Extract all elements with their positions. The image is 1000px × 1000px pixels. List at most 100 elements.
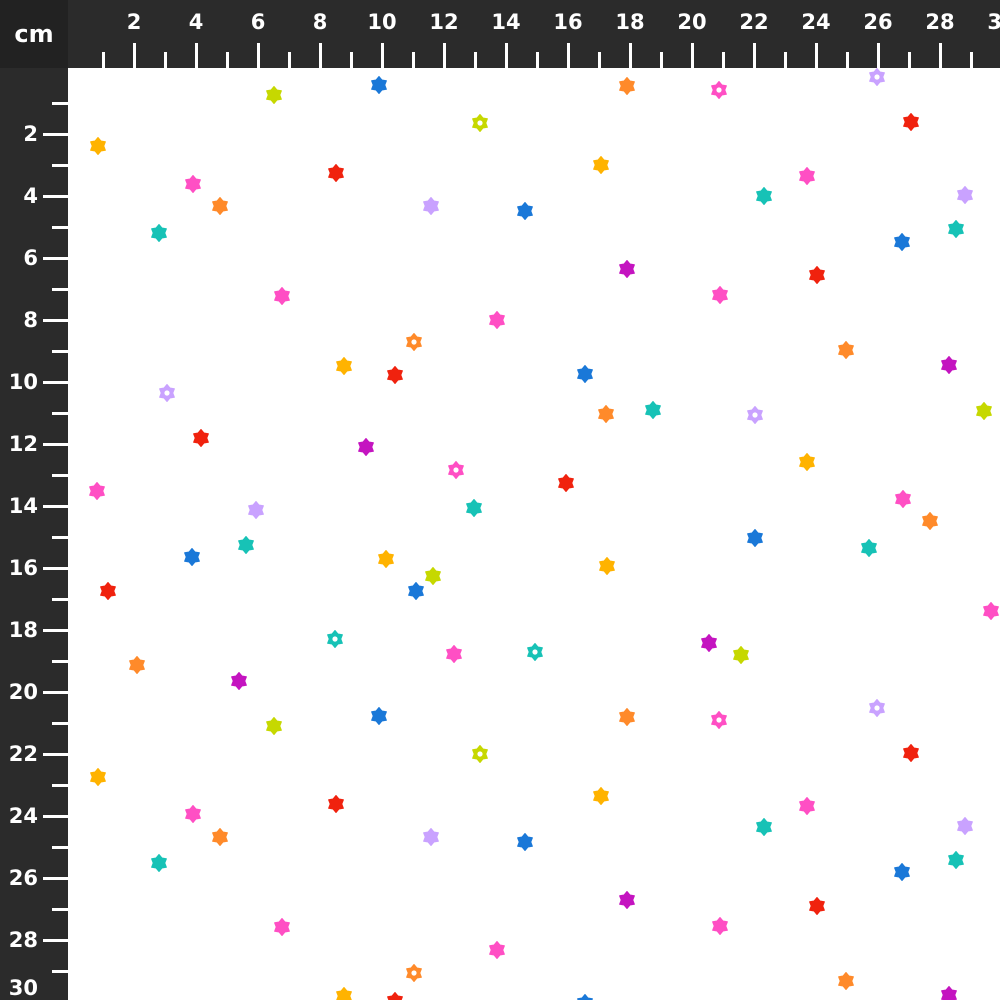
major-tick (43, 132, 68, 136)
star-icon (89, 482, 105, 500)
star-icon (861, 539, 877, 557)
star-center-hole (532, 649, 538, 655)
star-icon (489, 941, 505, 959)
major-tick (43, 628, 68, 632)
star-icon (756, 818, 772, 836)
star-icon (809, 266, 825, 284)
star-icon (185, 175, 201, 193)
ruler-label: 2 (23, 122, 38, 146)
ruler-label: 6 (23, 246, 38, 270)
major-tick (132, 43, 136, 68)
ruler-unit-label: cm (0, 0, 68, 68)
minor-tick (52, 535, 68, 539)
star-icon (619, 891, 635, 909)
star-icon (948, 851, 964, 869)
star-icon (558, 474, 574, 492)
ruler-label: 30 (8, 976, 38, 1000)
star-icon (90, 137, 106, 155)
major-tick (194, 43, 198, 68)
minor-tick (52, 411, 68, 415)
star-icon (151, 224, 167, 242)
star-icon (328, 795, 344, 813)
ruler-label: 28 (925, 10, 955, 34)
star-icon (619, 77, 635, 95)
star-icon (941, 986, 957, 1000)
star-icon (894, 863, 910, 881)
minor-tick (52, 287, 68, 291)
star-icon (336, 987, 352, 1000)
star-icon (983, 602, 999, 620)
star-icon (712, 286, 728, 304)
star-pattern (89, 68, 999, 1000)
major-tick (43, 938, 68, 942)
ruler-label: 4 (188, 10, 204, 34)
ruler-label: 6 (250, 10, 266, 34)
star-center-hole (716, 87, 722, 93)
major-tick (380, 43, 384, 68)
minor-tick (535, 52, 539, 68)
major-tick (43, 194, 68, 198)
star-icon (100, 582, 116, 600)
major-tick (43, 380, 68, 384)
minor-tick (597, 52, 601, 68)
major-tick (43, 566, 68, 570)
star-icon (903, 744, 919, 762)
star-icon (577, 365, 593, 383)
star-center-hole (716, 717, 722, 723)
star-icon (423, 197, 439, 215)
minor-tick (52, 225, 68, 229)
star-icon (645, 401, 661, 419)
star-icon (185, 805, 201, 823)
star-icon (895, 490, 911, 508)
minor-tick (52, 783, 68, 787)
ruler-label: 28 (8, 928, 38, 952)
minor-tick (52, 659, 68, 663)
major-tick (43, 876, 68, 880)
ruler-label: 16 (553, 10, 583, 34)
major-tick (566, 43, 570, 68)
ruler-label: 22 (739, 10, 769, 34)
star-icon (425, 567, 441, 585)
star-icon (90, 768, 106, 786)
star-icon (799, 797, 815, 815)
star-icon (838, 972, 854, 990)
star-icon (593, 787, 609, 805)
major-tick (938, 43, 942, 68)
ruler-label: 4 (23, 184, 38, 208)
ruler-label: 18 (615, 10, 645, 34)
minor-tick (52, 845, 68, 849)
star-center-hole (411, 970, 417, 976)
major-tick (256, 43, 260, 68)
star-center-hole (477, 120, 483, 126)
star-icon (328, 164, 344, 182)
star-icon (838, 341, 854, 359)
star-center-hole (874, 705, 880, 711)
minor-tick (52, 969, 68, 973)
ruler-label: 26 (863, 10, 893, 34)
major-tick (814, 43, 818, 68)
star-icon (274, 918, 290, 936)
star-center-hole (752, 412, 758, 418)
major-tick (318, 43, 322, 68)
star-icon (599, 557, 615, 575)
ruler-label: 12 (8, 432, 38, 456)
major-tick (43, 256, 68, 260)
major-tick (43, 814, 68, 818)
major-tick (752, 43, 756, 68)
star-icon (266, 86, 282, 104)
star-icon (799, 167, 815, 185)
star-icon (358, 438, 374, 456)
minor-tick (783, 52, 787, 68)
minor-tick (411, 52, 415, 68)
minor-tick (721, 52, 725, 68)
minor-tick (225, 52, 229, 68)
major-tick (43, 690, 68, 694)
major-tick (628, 43, 632, 68)
star-icon (941, 356, 957, 374)
star-center-hole (332, 636, 338, 642)
star-icon (212, 828, 228, 846)
major-tick (442, 43, 446, 68)
star-icon (423, 828, 439, 846)
star-icon (231, 672, 247, 690)
star-icon (747, 529, 763, 547)
